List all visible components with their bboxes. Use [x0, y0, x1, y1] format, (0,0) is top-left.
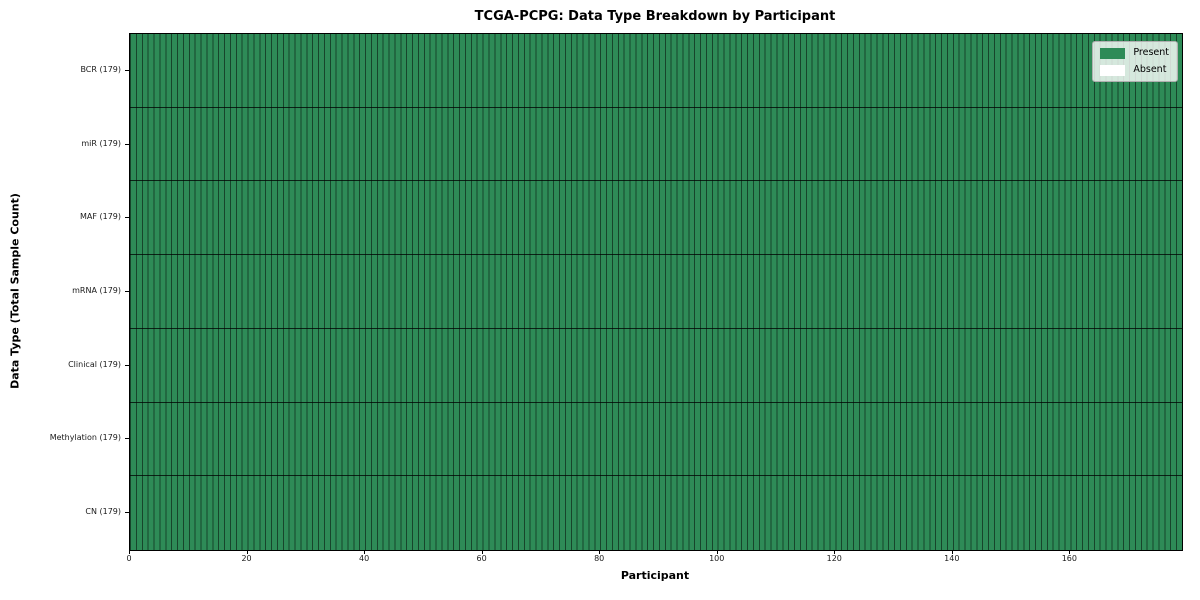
- legend-swatch-present: [1100, 47, 1126, 59]
- xtick-mark: [1069, 550, 1071, 554]
- xtick-label-20: 20: [241, 554, 252, 563]
- legend-label-absent: Absent: [1133, 64, 1167, 75]
- xtick-label-0: 0: [126, 554, 132, 563]
- xtick-label-60: 60: [476, 554, 487, 563]
- xtick-mark: [716, 550, 718, 554]
- ytick-mark: [125, 512, 129, 514]
- xtick-label-120: 120: [826, 554, 842, 563]
- legend-swatch-absent: [1100, 64, 1126, 76]
- ytick-label-Methylation: Methylation (179): [49, 433, 121, 443]
- ytick-mark: [125, 69, 129, 71]
- ytick-label-BCR: BCR (179): [80, 64, 121, 74]
- xtick-label-80: 80: [594, 554, 605, 563]
- ytick-mark: [125, 438, 129, 440]
- heatmap-row-miR: [130, 107, 1182, 182]
- heatmap-row-Methylation: [130, 402, 1182, 477]
- ytick-label-CN: CN (179): [85, 507, 121, 517]
- xtick-mark: [951, 550, 953, 554]
- xtick-mark: [599, 550, 601, 554]
- legend: Present Absent: [1092, 41, 1178, 82]
- xtick-mark: [481, 550, 483, 554]
- xtick-mark: [129, 550, 130, 554]
- ytick-label-MAF: MAF (179): [79, 212, 121, 222]
- xtick-mark: [834, 550, 836, 554]
- xtick-label-40: 40: [358, 554, 370, 563]
- legend-entry-present: Present: [1100, 47, 1169, 59]
- x-axis-label: Participant: [620, 569, 690, 582]
- ytick-mark: [125, 291, 129, 292]
- heatmap-rows: [130, 34, 1182, 550]
- heatmap-row-CN: [130, 476, 1182, 550]
- heatmap-row-Clinical: [130, 328, 1182, 403]
- ytick-label-mRNA: mRNA (179): [72, 286, 121, 295]
- ytick-mark: [125, 143, 129, 145]
- heatmap-row-mRNA: [130, 255, 1182, 329]
- heatmap-row-MAF: [130, 181, 1182, 256]
- ytick-mark: [125, 364, 129, 366]
- ytick-label-miR: miR (179): [81, 138, 121, 148]
- xtick-mark: [246, 550, 248, 554]
- legend-entry-absent: Absent: [1100, 64, 1169, 76]
- legend-label-present: Present: [1133, 47, 1169, 58]
- xtick-label-140: 140: [944, 554, 960, 563]
- ytick-label-Clinical: Clinical (179): [68, 359, 121, 369]
- xtick-mark: [364, 550, 366, 554]
- xtick-label-160: 160: [1061, 554, 1077, 563]
- ytick-mark: [125, 217, 129, 219]
- plot-area: Present Absent: [129, 33, 1183, 551]
- chart-title: TCGA-PCPG: Data Type Breakdown by Partic…: [474, 9, 836, 24]
- heatmap-row-BCR: [130, 34, 1182, 108]
- xtick-label-100: 100: [709, 554, 725, 563]
